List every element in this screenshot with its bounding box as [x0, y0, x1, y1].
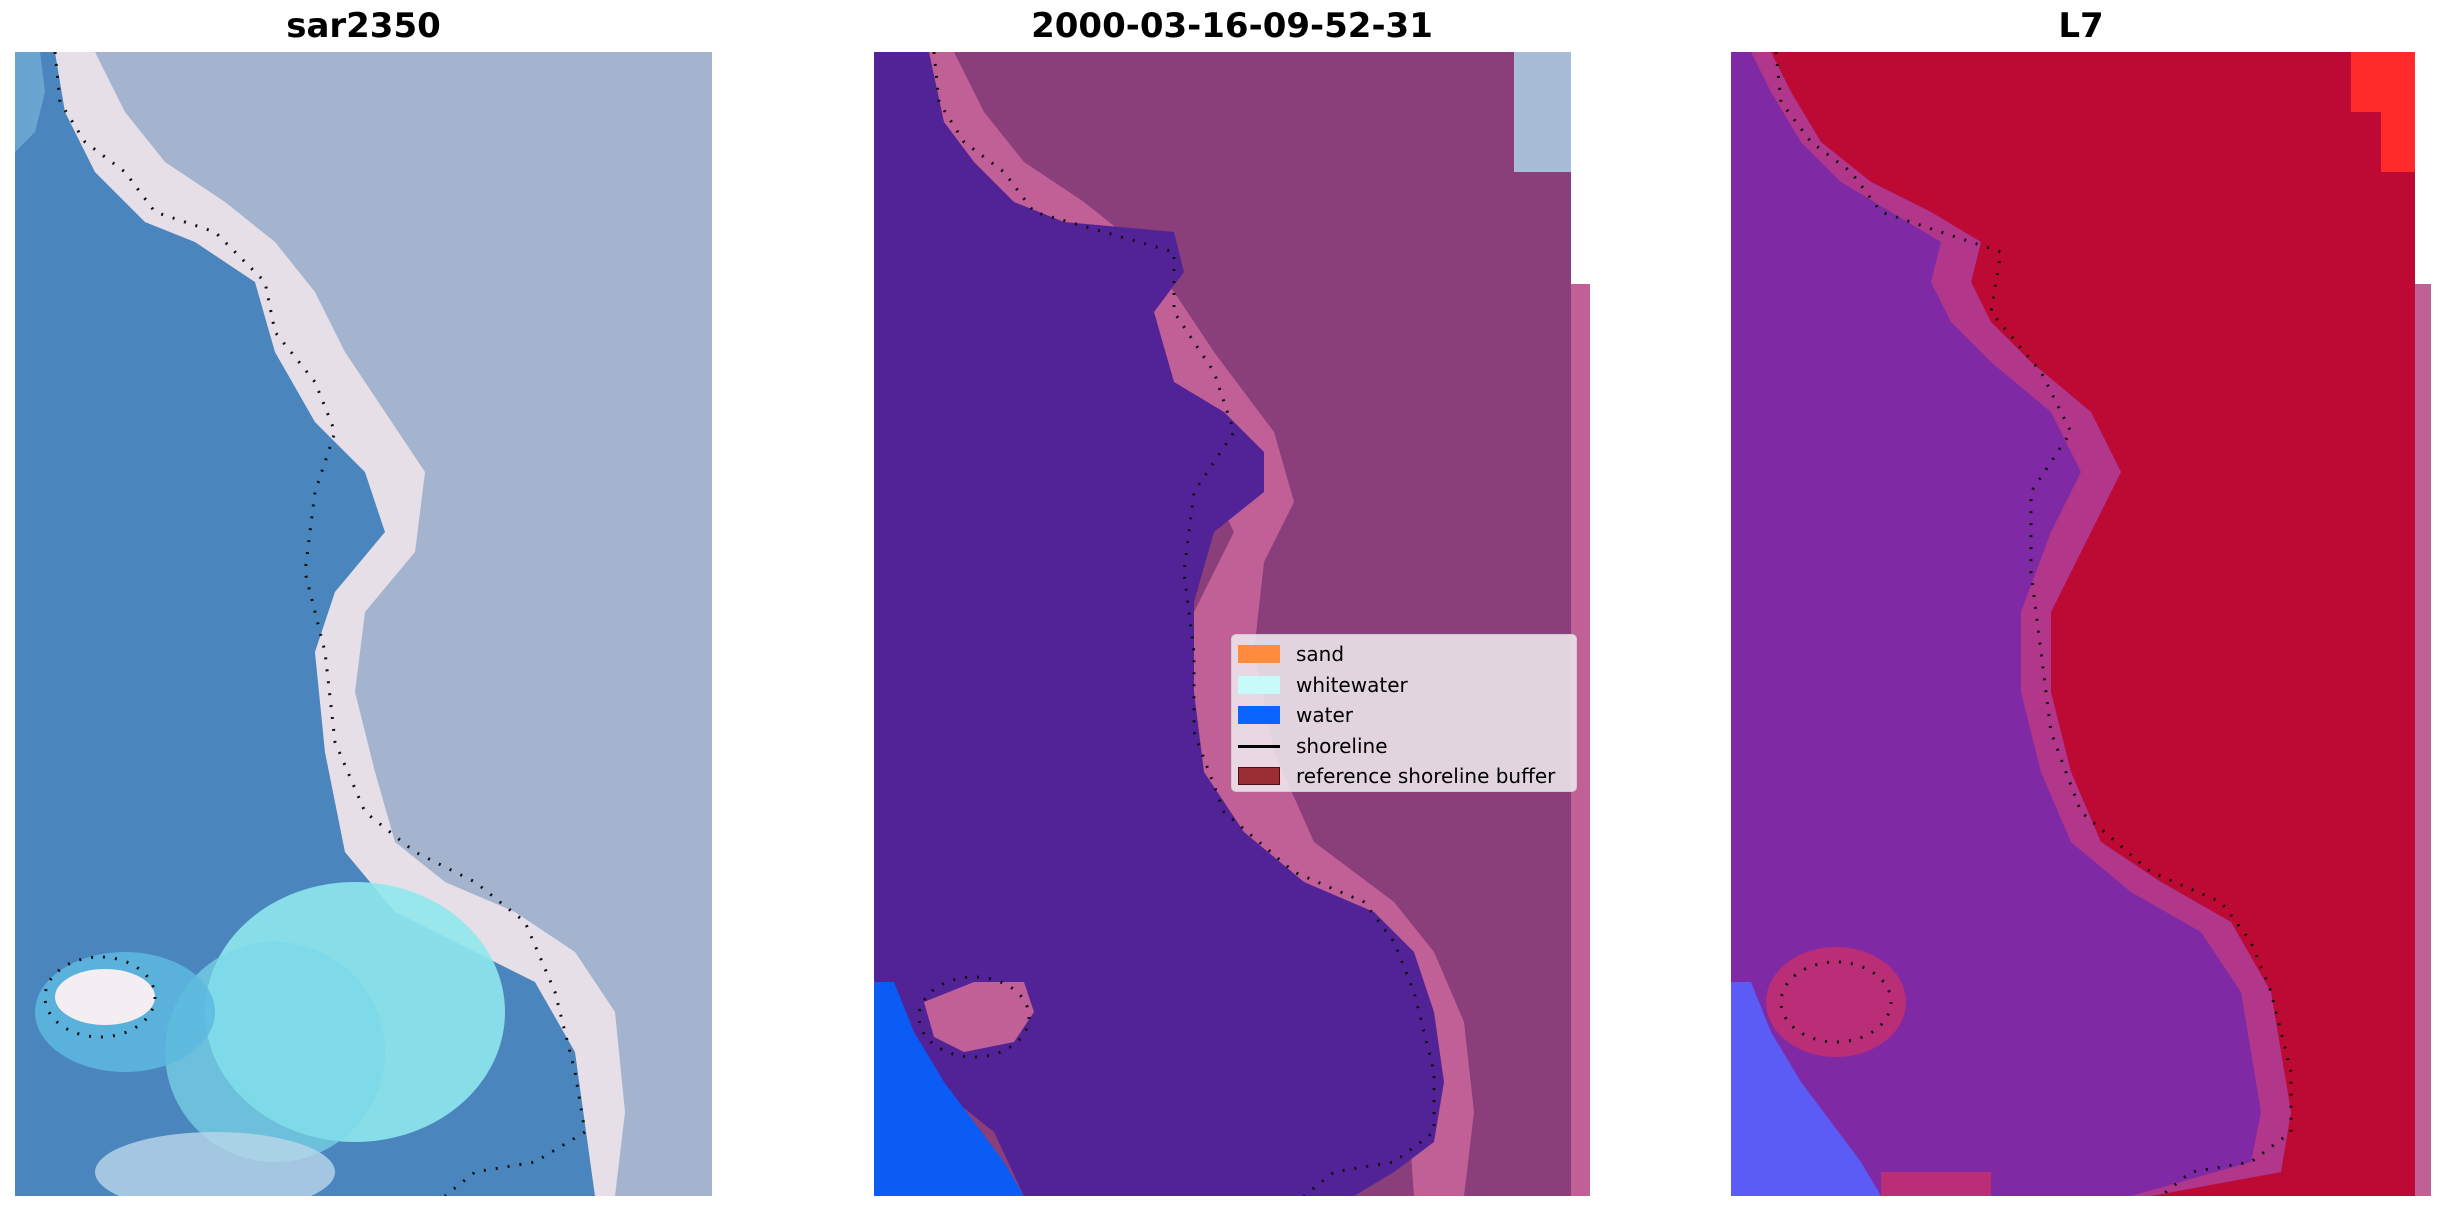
legend-label: shoreline [1296, 733, 1388, 758]
shoreline-swatch [1238, 737, 1280, 755]
panel-title-rgb: sar2350 [286, 6, 441, 46]
water-swatch [1238, 706, 1280, 725]
panel-title-classified: 2000-03-16-09-52-31 [1031, 6, 1433, 46]
sand-swatch [1238, 645, 1280, 664]
rgb-image-panel [15, 52, 712, 1196]
index-image [1731, 52, 2431, 1196]
whitewater-swatch [1238, 675, 1280, 694]
legend-item-reference-shoreline-buffer: reference shoreline buffer [1232, 761, 1576, 792]
classified-image [874, 52, 1590, 1196]
legend-item-shoreline: shoreline [1232, 731, 1576, 762]
legend-item-whitewater: whitewater [1232, 670, 1576, 701]
buffer-swatch [1238, 767, 1280, 786]
index-image-panel [1731, 52, 2431, 1196]
legend-label: water [1296, 703, 1353, 728]
legend-item-sand: sand [1232, 639, 1576, 670]
legend-label: whitewater [1296, 672, 1408, 697]
classified-image-panel [874, 52, 1590, 1196]
legend-label: sand [1296, 642, 1345, 667]
rgb-image [15, 52, 712, 1196]
panel-title-index: L7 [2058, 6, 2104, 46]
legend: sand whitewater water shoreline referenc… [1231, 634, 1577, 792]
legend-item-water: water [1232, 700, 1576, 731]
legend-label: reference shoreline buffer [1296, 764, 1556, 789]
